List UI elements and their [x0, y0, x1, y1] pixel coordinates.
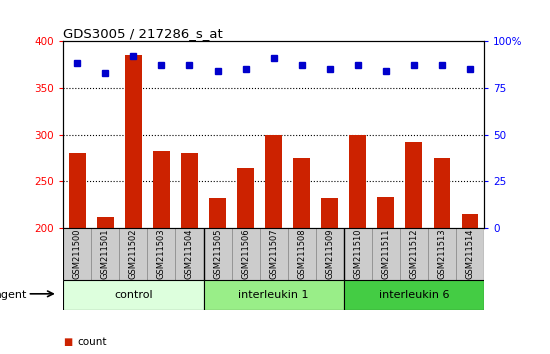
- Text: GSM211514: GSM211514: [465, 229, 475, 279]
- Bar: [125, 55, 142, 228]
- Bar: [232, 228, 260, 280]
- Text: GSM211510: GSM211510: [353, 229, 362, 279]
- Bar: [344, 228, 372, 280]
- Text: GSM211501: GSM211501: [101, 229, 110, 279]
- Bar: [400, 228, 428, 280]
- Bar: [349, 135, 366, 228]
- Bar: [344, 280, 484, 310]
- Text: GSM211505: GSM211505: [213, 229, 222, 279]
- Text: agent: agent: [0, 290, 27, 300]
- Text: GSM211508: GSM211508: [297, 229, 306, 279]
- Bar: [293, 158, 310, 228]
- Bar: [181, 153, 198, 228]
- Text: GSM211513: GSM211513: [437, 229, 447, 279]
- Text: GSM211502: GSM211502: [129, 229, 138, 279]
- Bar: [63, 228, 91, 280]
- Bar: [237, 168, 254, 228]
- Bar: [119, 228, 147, 280]
- Bar: [175, 228, 204, 280]
- Bar: [321, 198, 338, 228]
- Bar: [428, 228, 456, 280]
- Bar: [461, 214, 478, 228]
- Text: GSM211504: GSM211504: [185, 229, 194, 279]
- Bar: [433, 158, 450, 228]
- Bar: [153, 152, 170, 228]
- Bar: [372, 228, 400, 280]
- Bar: [204, 228, 232, 280]
- Text: GSM211511: GSM211511: [381, 229, 390, 279]
- Bar: [69, 153, 86, 228]
- Text: GDS3005 / 217286_s_at: GDS3005 / 217286_s_at: [63, 27, 223, 40]
- Bar: [405, 142, 422, 228]
- Text: GSM211509: GSM211509: [325, 229, 334, 279]
- Text: interleukin 1: interleukin 1: [238, 290, 309, 300]
- Text: GSM211507: GSM211507: [269, 229, 278, 279]
- Bar: [204, 280, 344, 310]
- Bar: [91, 228, 119, 280]
- Bar: [63, 280, 204, 310]
- Text: interleukin 6: interleukin 6: [378, 290, 449, 300]
- Bar: [265, 135, 282, 228]
- Bar: [97, 217, 114, 228]
- Bar: [456, 228, 484, 280]
- Bar: [288, 228, 316, 280]
- Text: GSM211500: GSM211500: [73, 229, 82, 279]
- Bar: [260, 228, 288, 280]
- Bar: [316, 228, 344, 280]
- Bar: [209, 198, 226, 228]
- Bar: [147, 228, 175, 280]
- Text: ■: ■: [63, 337, 73, 347]
- Text: control: control: [114, 290, 153, 300]
- Text: GSM211512: GSM211512: [409, 229, 419, 279]
- Text: GSM211503: GSM211503: [157, 229, 166, 279]
- Text: count: count: [77, 337, 107, 347]
- Bar: [377, 198, 394, 228]
- Text: GSM211506: GSM211506: [241, 229, 250, 279]
